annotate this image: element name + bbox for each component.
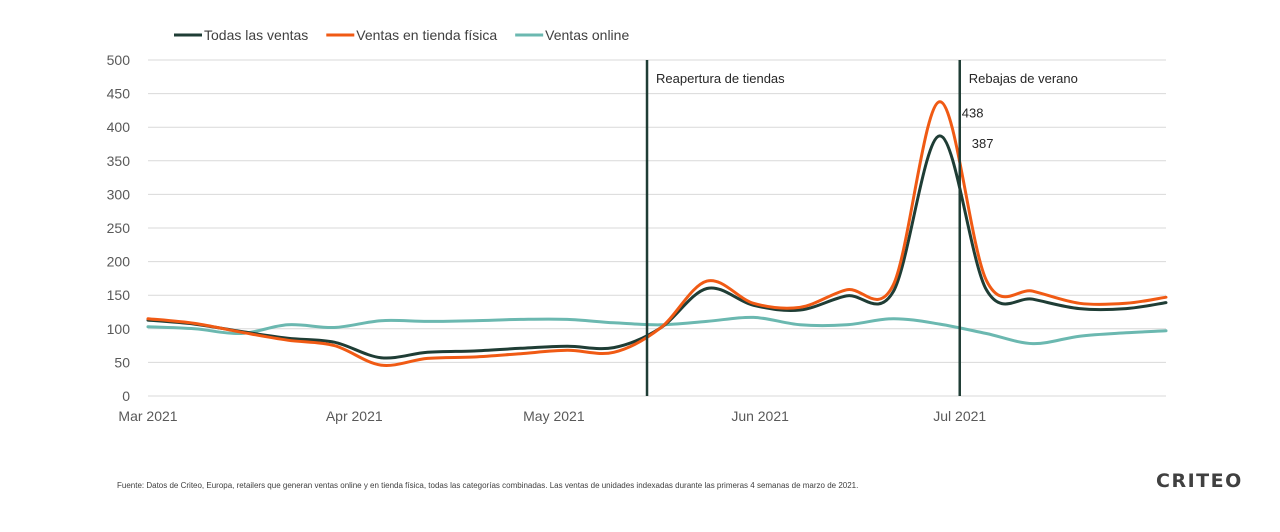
y-tick-label: 500 [107,52,131,68]
data-label: 387 [972,136,994,151]
criteo-logo: CRITEO [1156,470,1243,492]
data-label: 438 [962,106,984,121]
series-lines [146,100,1168,367]
event-label: Reapertura de tiendas [656,71,785,86]
x-tick-label: Jul 2021 [933,408,986,424]
gridlines [148,59,1166,397]
x-tick-label: Mar 2021 [118,408,177,424]
x-axis: Mar 2021 Apr 2021 May 2021 Jun 2021 Jul 2021 [118,408,986,424]
series-line-todas-las-ventas [146,134,1168,360]
line-chart: Todas las ventas Ventas en tienda física V… [107,27,1168,424]
y-tick-label: 300 [107,186,131,202]
event-label: Rebajas de verano [969,71,1078,86]
y-tick-label: 400 [107,119,131,135]
chart-legend: Todas las ventas Ventas en tienda física V… [174,27,629,43]
legend-label: Ventas en tienda física [356,27,497,43]
series-line-ventas-en-tienda-fisica [146,100,1168,367]
y-tick-label: 100 [107,321,131,337]
x-tick-label: Apr 2021 [326,408,383,424]
source-note: Fuente: Datos de Criteo, Europa, retaile… [117,481,859,490]
y-axis: 0 50 100 150 200 250 300 350 400 450 500 [107,52,131,404]
y-tick-label: 150 [107,287,131,303]
y-tick-label: 50 [114,354,130,370]
series-line-ventas-online [146,315,1168,346]
x-tick-label: Jun 2021 [731,408,789,424]
y-tick-label: 250 [107,220,131,236]
legend-label: Todas las ventas [204,27,308,43]
y-tick-label: 450 [107,86,131,102]
x-tick-label: May 2021 [523,408,585,424]
y-tick-label: 0 [122,388,130,404]
data-labels: 438 387 [962,106,994,151]
legend-label: Ventas online [545,27,629,43]
y-tick-label: 200 [107,254,131,270]
y-tick-label: 350 [107,153,131,169]
event-markers: Reapertura de tiendas Rebajas de verano [645,60,1078,396]
